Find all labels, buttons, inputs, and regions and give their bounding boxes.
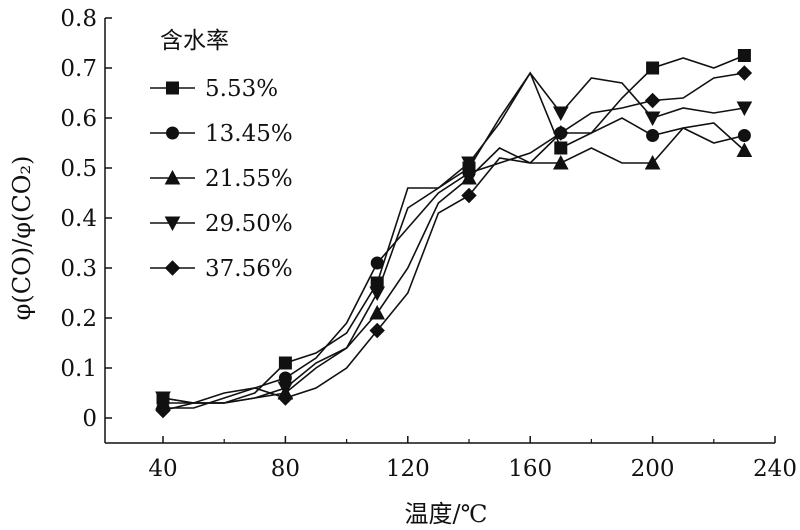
data-point-series-2 xyxy=(370,256,384,270)
x-axis-title: 温度/℃ xyxy=(405,500,488,528)
legend-marker-1 xyxy=(166,81,179,95)
legend-label-2: 13.45% xyxy=(205,121,293,147)
legend-label-5: 37.56% xyxy=(205,256,293,282)
data-point-series-5 xyxy=(461,187,477,204)
legend-label-3: 21.55% xyxy=(205,166,293,192)
y-tick-label: 0.6 xyxy=(60,106,97,132)
data-point-series-1 xyxy=(554,141,568,155)
data-point-series-2 xyxy=(737,129,751,142)
series-markers xyxy=(155,49,753,419)
legend: 含水率 5.53% 13.45% 21.55% 29.50% 37.56% xyxy=(150,28,293,282)
data-point-series-1 xyxy=(646,61,660,75)
data-point-series-5 xyxy=(369,322,385,339)
data-point-series-5 xyxy=(553,125,569,141)
y-tick-label: 0.8 xyxy=(60,6,97,32)
data-point-series-4 xyxy=(155,391,171,407)
data-point-series-4 xyxy=(461,156,477,172)
data-point-series-4 xyxy=(552,106,569,122)
data-point-series-5 xyxy=(644,92,661,109)
legend-marker-2 xyxy=(166,126,179,140)
data-point-series-3 xyxy=(736,142,753,157)
legend-marker-4 xyxy=(164,216,181,232)
data-point-series-5 xyxy=(277,390,294,406)
x-ticks: 40 80 120 160 200 240 xyxy=(148,436,797,482)
x-tick-label: 160 xyxy=(508,456,552,482)
data-point-series-4 xyxy=(644,111,661,127)
data-point-series-5 xyxy=(155,402,171,419)
legend-entries: 5.53% 13.45% 21.55% 29.50% 37.56% xyxy=(150,76,293,282)
x-tick-label: 80 xyxy=(271,456,300,482)
data-point-series-4 xyxy=(277,381,294,397)
y-axis-title: φ(CO)/φ(CO₂) xyxy=(8,156,36,321)
data-point-series-3 xyxy=(369,304,386,320)
x-tick-label: 200 xyxy=(631,456,675,482)
y-tick-label: 0.7 xyxy=(60,56,97,82)
data-point-series-3 xyxy=(644,154,661,170)
data-point-series-4 xyxy=(369,286,386,302)
y-tick-label: 0.5 xyxy=(60,156,97,182)
x-tick-label: 40 xyxy=(148,456,177,482)
legend-marker-3 xyxy=(164,169,181,185)
y-ticks: 0 0.1 0.2 0.3 0.4 0.5 0.6 0.7 0.8 xyxy=(60,6,112,432)
data-point-series-3 xyxy=(461,169,477,185)
y-tick-label: 0.3 xyxy=(60,256,97,282)
legend-label-4: 29.50% xyxy=(205,211,293,237)
x-tick-label: 240 xyxy=(753,456,797,482)
data-point-series-4 xyxy=(736,101,753,117)
x-tick-label: 120 xyxy=(386,456,430,482)
y-tick-label: 0 xyxy=(82,406,97,432)
y-tick-label: 0.2 xyxy=(60,306,97,332)
legend-label-1: 5.53% xyxy=(205,76,278,102)
plot-area: 40 80 120 160 200 240 00.10.20.30.40.50.60.70… xyxy=(60,6,797,482)
data-point-series-1 xyxy=(737,49,751,62)
y-tick-label: 0.4 xyxy=(60,206,97,232)
data-point-series-5 xyxy=(736,65,753,81)
data-point-series-1 xyxy=(278,356,292,370)
data-point-series-2 xyxy=(646,129,660,142)
data-point-series-3 xyxy=(552,154,569,170)
legend-marker-5 xyxy=(164,260,181,276)
y-tick-label: 0.1 xyxy=(60,356,97,382)
legend-title: 含水率 xyxy=(160,28,229,54)
